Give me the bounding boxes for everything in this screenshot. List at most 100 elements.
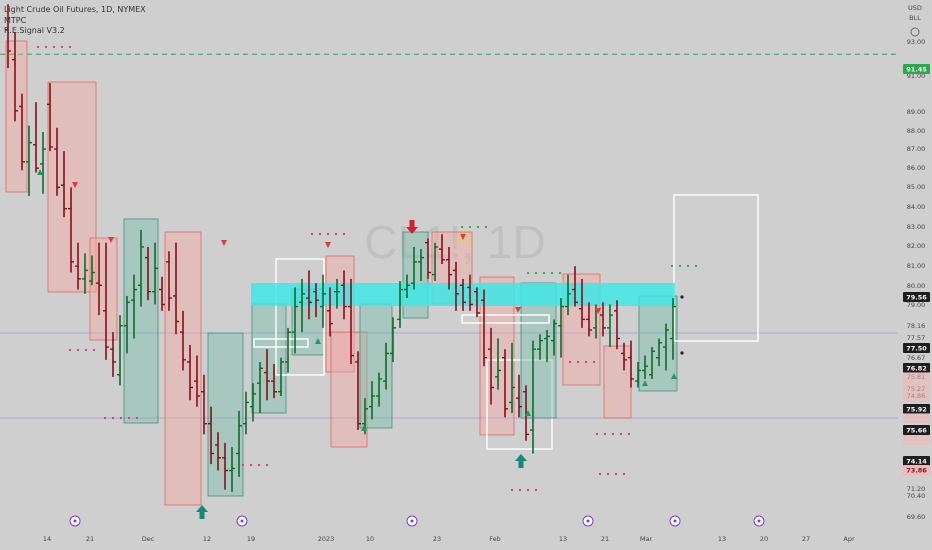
ohlc-bar xyxy=(614,300,620,350)
time-tick: 20 xyxy=(760,535,768,543)
time-tick: 2023 xyxy=(318,535,335,543)
sell-triangle-icon xyxy=(595,308,601,314)
ohlc-bar xyxy=(159,276,165,311)
ohlc-bar xyxy=(558,298,564,358)
price-tick: 85.00 xyxy=(907,183,926,191)
sell-triangle-icon xyxy=(221,240,227,246)
ohlc-bar xyxy=(201,374,207,435)
event-icon-dot xyxy=(410,519,414,523)
ohlc-bar xyxy=(642,355,648,379)
ohlc-bar xyxy=(61,151,67,218)
time-tick: Mar xyxy=(640,535,653,543)
signal-dot xyxy=(468,225,472,229)
time-tick: Feb xyxy=(489,535,501,543)
ohlc-bar xyxy=(649,347,655,379)
ohlc-bar xyxy=(670,298,676,360)
price-badge xyxy=(903,404,930,414)
ohlc-bar xyxy=(82,253,88,294)
signal-dot xyxy=(310,232,314,236)
price-badge-label: 73.86 xyxy=(906,467,927,475)
signal-dot xyxy=(326,232,330,236)
ohlc-bar xyxy=(145,246,151,301)
markers-layer xyxy=(36,45,698,519)
ohlc-bar xyxy=(138,229,144,307)
ohlc-bar xyxy=(523,385,529,441)
unit-label: BLL xyxy=(909,14,921,22)
highlight-square xyxy=(459,232,471,244)
ohlc-bar xyxy=(180,310,186,371)
time-tick: Apr xyxy=(843,535,855,543)
signal-dot xyxy=(619,432,623,436)
price-badge-label: 74.14 xyxy=(906,458,927,466)
time-tick: 10 xyxy=(366,535,374,543)
ohlc-bar xyxy=(208,406,214,465)
signal-dot xyxy=(694,264,698,268)
sell-triangle-icon xyxy=(515,307,521,313)
price-tick: 84.00 xyxy=(907,203,926,211)
price-badge-label: 75.66 xyxy=(906,427,927,435)
signal-box xyxy=(330,331,368,448)
ohlc-bar xyxy=(299,278,305,333)
ohlc-bar xyxy=(292,287,298,354)
ohlc-bar xyxy=(663,323,669,371)
pivot-dot xyxy=(680,351,684,355)
signal-dot xyxy=(257,463,261,467)
price-tick: 77.57 xyxy=(907,334,926,342)
price-badge-label: 77.50 xyxy=(906,345,927,353)
signal-box xyxy=(47,81,97,293)
signal-box xyxy=(253,338,309,348)
symbol-title[interactable]: Light Crude Oil Futures, 1D, NYMEX xyxy=(4,5,146,14)
ohlc-bar xyxy=(481,289,487,367)
signal-dot xyxy=(606,472,610,476)
signal-box xyxy=(461,314,550,324)
price-badge xyxy=(903,425,930,435)
signal-dot xyxy=(534,271,538,275)
time-tick: 13 xyxy=(718,535,726,543)
ohlc-bar xyxy=(68,187,74,273)
signal-dot xyxy=(342,232,346,236)
ohlc-bar xyxy=(355,351,361,431)
buy-triangle-icon xyxy=(525,410,531,416)
indicator-signal[interactable]: R.E.Signal V3.2 xyxy=(4,26,65,35)
signal-dot xyxy=(318,232,322,236)
ohlc-bar xyxy=(278,357,284,396)
price-zone-mark xyxy=(903,413,930,423)
ohlc-bar xyxy=(635,361,641,388)
signal-dot xyxy=(686,264,690,268)
buy-triangle-icon xyxy=(315,338,321,344)
time-tick: 21 xyxy=(86,535,94,543)
ohlc-bar xyxy=(432,242,438,282)
price-zone-mark xyxy=(903,382,930,392)
ohlc-bar xyxy=(250,383,256,422)
event-icon-dot xyxy=(586,519,590,523)
ohlc-bar xyxy=(75,242,81,290)
time-tick: 12 xyxy=(203,535,211,543)
signal-dot xyxy=(595,432,599,436)
signal-dot xyxy=(44,45,48,49)
buy-triangle-icon xyxy=(671,373,677,379)
time-tick: Dec xyxy=(142,535,155,543)
ohlc-bar xyxy=(411,246,417,290)
price-tick: 83.00 xyxy=(907,223,926,231)
price-zone-mark xyxy=(903,372,930,382)
ohlc-bar xyxy=(96,242,102,316)
ohlc-bar xyxy=(369,381,375,420)
price-badge-label: 79.56 xyxy=(906,294,927,302)
signal-dot xyxy=(510,488,514,492)
time-tick: 27 xyxy=(802,535,810,543)
ohlc-bar xyxy=(537,334,543,360)
ohlc-bar xyxy=(467,274,473,311)
ohlc-bar xyxy=(341,270,347,320)
price-tick: 76.67 xyxy=(907,354,926,362)
ohlc-bar xyxy=(257,361,263,414)
ohlc-bar xyxy=(19,93,25,171)
price-badge-label: 76.82 xyxy=(906,365,927,373)
ohlc-bar xyxy=(572,266,578,307)
ohlc-bar xyxy=(656,338,662,367)
ohlc-bar xyxy=(243,391,249,435)
signal-box xyxy=(89,237,118,341)
ohlc-bar xyxy=(516,374,522,418)
price-badge xyxy=(903,292,930,302)
indicator-mtpc[interactable]: MTPC xyxy=(4,16,27,25)
